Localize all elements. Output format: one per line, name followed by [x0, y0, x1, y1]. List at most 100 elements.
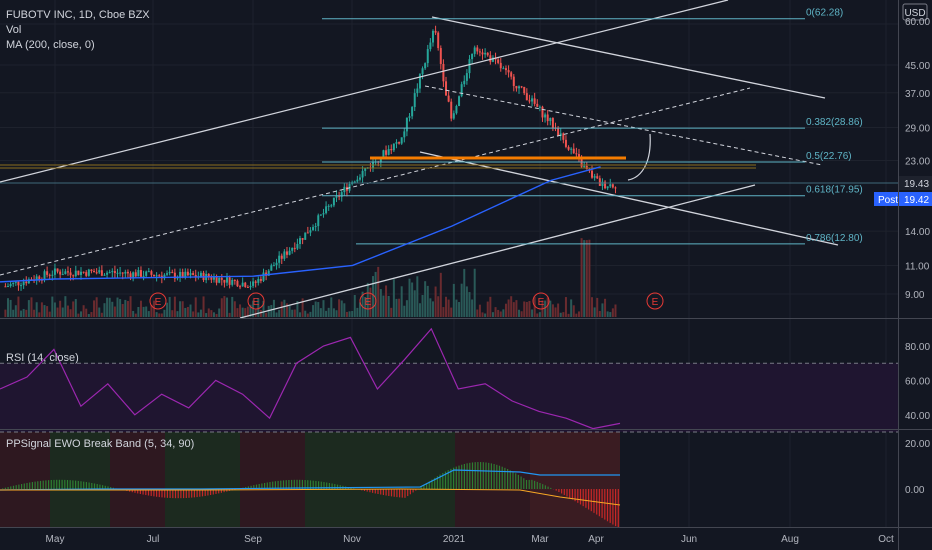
candle-body-155	[408, 116, 411, 118]
candle-body-180	[473, 47, 476, 54]
candle-body-219	[575, 153, 578, 155]
volume-bar-75	[199, 309, 202, 317]
volume-bar-42	[113, 306, 116, 317]
candle-body-137	[361, 170, 364, 178]
volume-bar-84	[223, 296, 226, 317]
volume-bar-25	[69, 309, 72, 317]
volume-bar-161	[424, 281, 427, 317]
volume-bar-103	[272, 299, 275, 317]
volume-bar-173	[455, 299, 458, 317]
volume-bar-37	[100, 312, 103, 317]
candle-body-150	[395, 142, 398, 144]
ewo-band-2	[110, 430, 165, 527]
volume-bar-158	[416, 276, 419, 317]
candle-body-2	[9, 284, 12, 287]
candle-body-169	[445, 81, 448, 96]
candle-body-154	[405, 117, 408, 132]
candle-body-106	[280, 255, 283, 259]
candle-body-162	[426, 49, 429, 64]
candle-body-91	[241, 282, 244, 287]
candle-body-102	[270, 265, 273, 271]
volume-bar-39	[106, 297, 109, 317]
volume-bar-6	[20, 310, 23, 317]
candle-body-65	[173, 272, 176, 279]
candle-body-144	[379, 158, 382, 163]
ewo-band-line	[0, 469, 620, 491]
volume-bar-224	[588, 239, 591, 317]
candle-body-120	[317, 215, 320, 227]
candle-body-81	[215, 277, 218, 283]
candle-body-56	[150, 271, 153, 275]
candle-body-115	[304, 232, 307, 240]
candle-body-152	[400, 137, 403, 144]
volume-bar-17	[48, 311, 51, 317]
candle-body-24	[66, 271, 69, 273]
volume-bar-231	[606, 311, 609, 317]
candle-body-98	[259, 279, 262, 281]
currency-button[interactable]	[902, 3, 928, 21]
volume-bar-107	[283, 299, 286, 317]
volume-bar-193	[507, 299, 510, 317]
volume-bar-108	[285, 303, 288, 317]
earnings-marker-3	[532, 292, 550, 310]
volume-bar-205	[538, 312, 541, 317]
candle-body-61	[163, 274, 166, 279]
volume-bars	[4, 238, 617, 317]
volume-bar-203	[533, 296, 536, 317]
candle-body-234	[614, 187, 617, 189]
volume-bar-7	[22, 308, 25, 317]
volume-bar-38	[103, 303, 106, 317]
volume-bar-122	[322, 300, 325, 317]
volume-bar-140	[369, 287, 372, 317]
volume-bar-160	[421, 294, 424, 317]
volume-bar-149	[392, 279, 395, 317]
volume-bar-209	[549, 300, 552, 317]
candle-body-126	[332, 197, 335, 206]
candle-body-127	[335, 195, 338, 198]
volume-bar-211	[554, 307, 557, 317]
candle-body-217	[570, 148, 573, 150]
volume-bar-96	[254, 309, 257, 317]
candle-body-208	[546, 114, 549, 122]
candle-body-86	[228, 277, 231, 285]
volume-bar-88	[233, 301, 236, 317]
volume-bar-119	[314, 301, 317, 317]
candle-body-12	[35, 276, 38, 281]
candle-body-194	[510, 72, 513, 77]
candle-body-97	[257, 279, 260, 283]
earnings-marker-2	[359, 292, 377, 310]
volume-bar-66	[176, 311, 179, 317]
volume-bar-50	[134, 313, 137, 317]
candle-body-123	[325, 206, 328, 214]
fib-label-2: 0.5(22.76)	[806, 151, 852, 162]
time-tick-6: Apr	[588, 534, 604, 545]
post-price-badge	[899, 192, 932, 206]
volume-bar-208	[546, 297, 549, 317]
candle-body-186	[489, 55, 492, 62]
candle-body-1	[7, 286, 10, 288]
price-tick-3: 29.00	[905, 123, 930, 134]
rsi-line	[0, 327, 621, 430]
volume-bar-45	[121, 304, 124, 317]
volume-bar-47	[126, 301, 129, 317]
volume-bar-223	[585, 240, 588, 317]
volume-bar-86	[228, 312, 231, 317]
candle-body-49	[132, 272, 135, 278]
candle-body-68	[181, 271, 184, 278]
volume-bar-68	[181, 301, 184, 317]
volume-bar-8	[25, 309, 28, 317]
candle-body-165	[434, 30, 437, 33]
candle-body-51	[137, 270, 140, 277]
ewo-band-0	[0, 430, 50, 527]
rsi-tick-2: 40.00	[905, 411, 930, 422]
candle-body-204	[536, 103, 539, 107]
post-price-label: 19.42	[904, 195, 929, 206]
candle-body-16	[46, 271, 49, 275]
candle-body-179	[471, 53, 474, 60]
candle-body-94	[249, 285, 252, 288]
candle-body-101	[267, 270, 270, 276]
candle-body-34	[93, 271, 96, 273]
time-tick-7: Jun	[681, 534, 697, 545]
time-axis: May Jul Sep Nov 2021 Mar Apr Jun Aug Oct	[46, 534, 894, 545]
